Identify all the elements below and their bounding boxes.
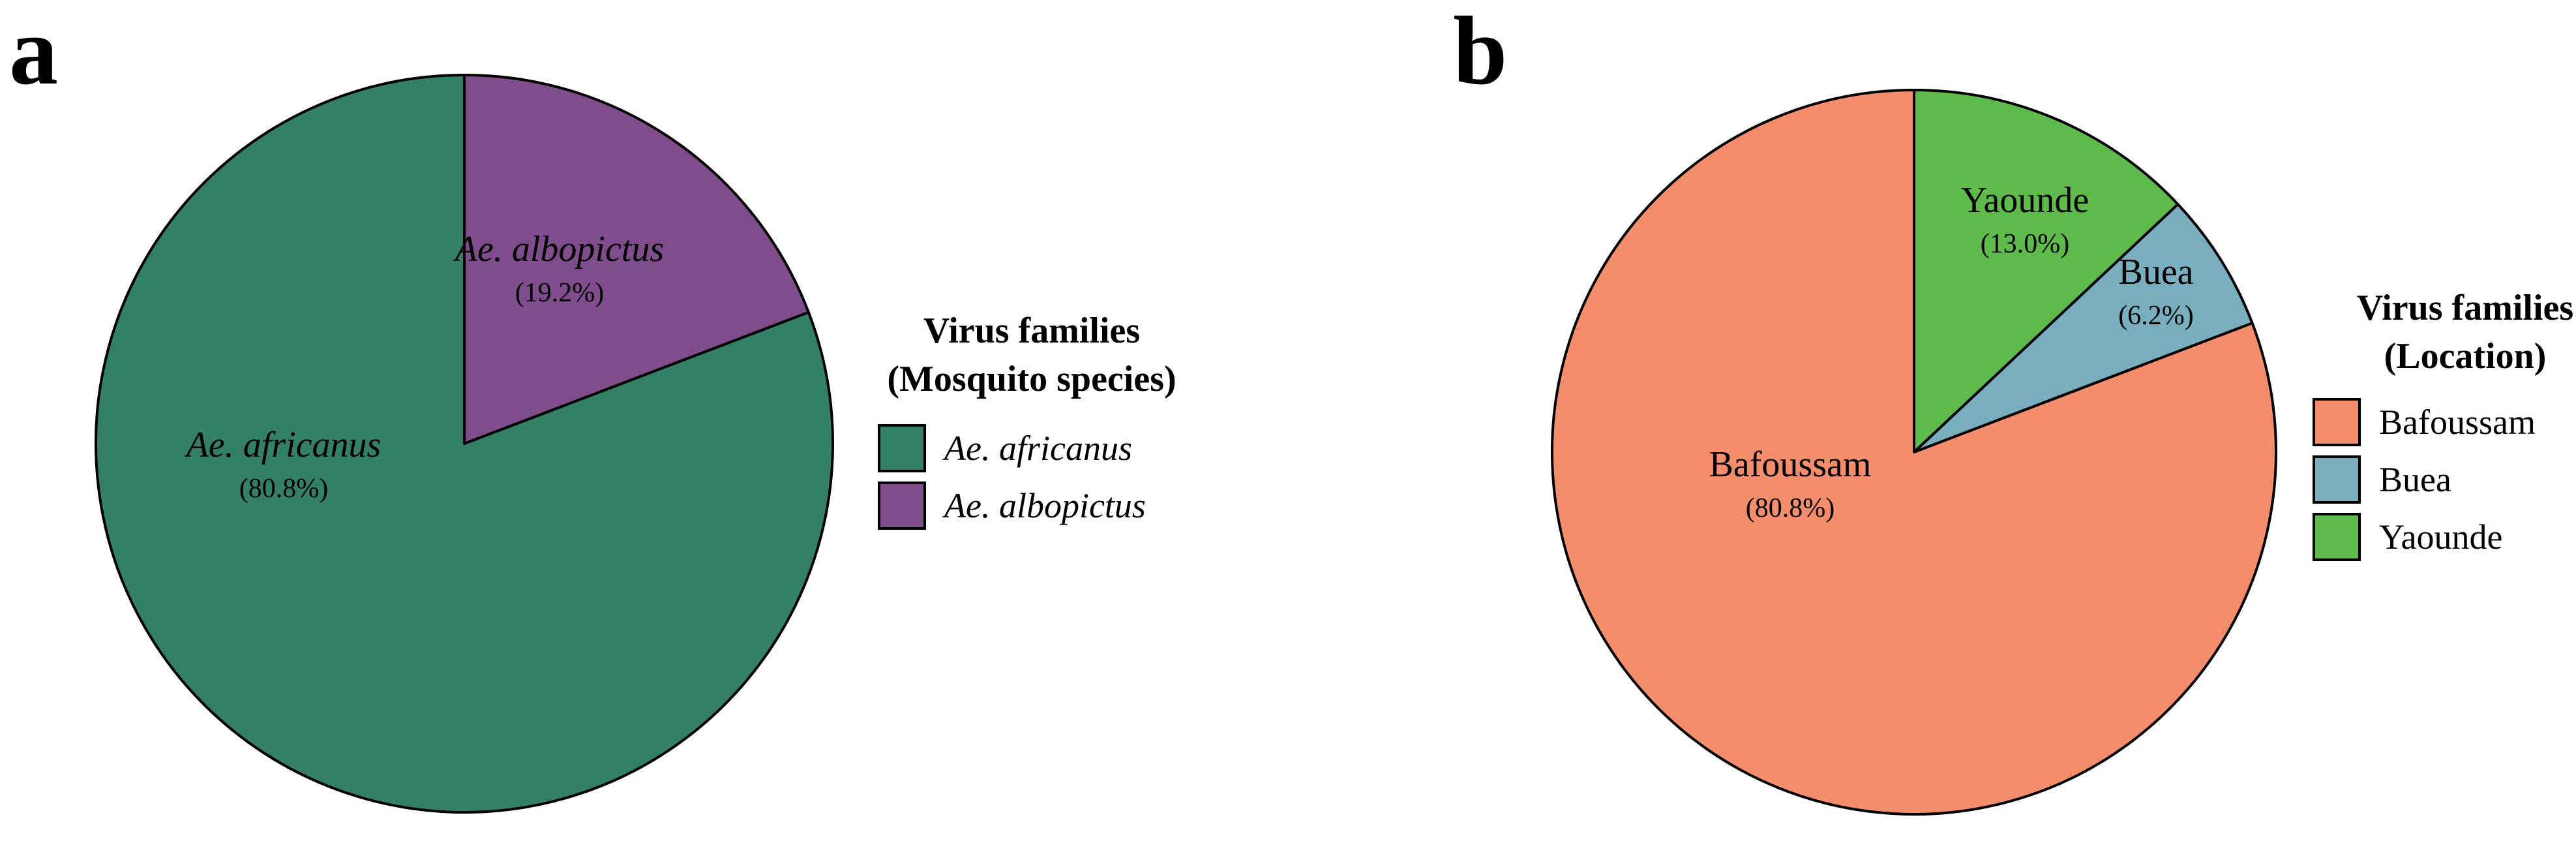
- pie-chart-b: Yaounde (13.0%) Buea (6.2%) Bafoussam (80.8%): [1551, 89, 2277, 816]
- slice-label-bafoussam: Bafoussam: [1709, 444, 1872, 485]
- legend-swatch-ae-africanus: [878, 424, 926, 472]
- legend-swatch-buea: [2313, 455, 2361, 504]
- pie-slice-ae-albopictus: [463, 74, 810, 445]
- legend-title-line-1: Virus families: [923, 311, 1140, 351]
- pie-slice-yaounde: [1913, 89, 2179, 453]
- pie-slice-ae-africanus: [95, 74, 834, 814]
- legend-label-yaounde: Yaounde: [2379, 517, 2503, 557]
- legend-label-bafoussam: Bafoussam: [2379, 403, 2536, 442]
- slice-label-buea: Buea: [2118, 252, 2193, 292]
- pie-chart-a: Ae. albopictus (19.2%) Ae. africanus (80.8%…: [95, 74, 834, 814]
- slice-percent-bafoussam: (80.8%): [1746, 493, 1835, 523]
- legend-swatch-ae-albopictus: [878, 482, 926, 530]
- slice-percent-ae-africanus: (80.8%): [239, 474, 328, 504]
- slice-percent-ae-albopictus: (19.2%): [515, 278, 604, 308]
- legend-label-ae-africanus: Ae. africanus: [942, 429, 1132, 468]
- pie-slice-bafoussam: [1551, 89, 2277, 816]
- pie-slice-buea: [1913, 203, 2254, 453]
- slice-percent-yaounde: (13.0%): [1981, 229, 2069, 259]
- legend-b: Virus families (Location) Bafoussam Buea Yao…: [2313, 288, 2573, 561]
- legend-swatch-yaounde: [2313, 513, 2361, 561]
- slice-label-yaounde: Yaounde: [1961, 180, 2089, 221]
- legend-title-line-2: (Location): [2384, 336, 2547, 376]
- panel-letter-b: b: [1453, 0, 1507, 105]
- slice-label-ae-africanus: Ae. africanus: [184, 425, 382, 465]
- legend-label-ae-albopictus: Ae. albopictus: [942, 486, 1146, 525]
- legend-swatch-bafoussam: [2313, 398, 2361, 446]
- legend-label-buea: Buea: [2379, 460, 2451, 499]
- panel-letter-a: a: [9, 0, 58, 105]
- slice-percent-buea: (6.2%): [2118, 301, 2193, 331]
- legend-title-line-2: (Mosquito species): [887, 359, 1176, 399]
- legend-title-line-1: Virus families: [2357, 288, 2573, 328]
- legend-a: Virus families (Mosquito species) Ae. afri…: [878, 311, 1176, 530]
- slice-label-ae-albopictus: Ae. albopictus: [453, 229, 664, 269]
